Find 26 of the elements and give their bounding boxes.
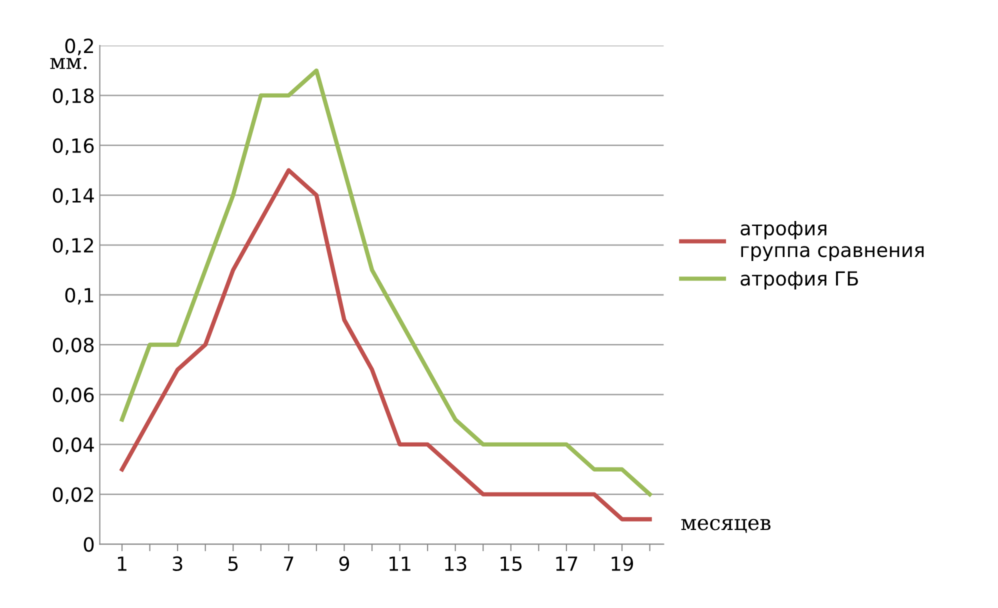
x-tick-label: 1 [118, 556, 126, 571]
y-axis-title: мм. [50, 58, 87, 70]
x-tick-label: 11 [390, 556, 410, 571]
x-tick-label: 7 [284, 556, 294, 571]
x-tick-label: 3 [172, 556, 182, 572]
x-tick-label: 13 [445, 556, 466, 572]
y-tick-label: 0,2 [65, 38, 93, 56]
x-tick-label: 5 [228, 556, 238, 572]
y-tick-label: 0,18 [52, 88, 94, 106]
y-tick-label: 0 [84, 537, 94, 552]
x-tick-label: 17 [556, 556, 578, 571]
x-tick-label: 9 [339, 556, 350, 572]
x-tick-label: 19 [612, 556, 634, 572]
line-series [120, 68, 652, 496]
line-series [120, 168, 652, 522]
y-tick-label: 0,02 [52, 487, 93, 504]
y-tick-label: 0,08 [52, 338, 94, 354]
legend-label: атрофия ГБ [740, 271, 858, 290]
y-tick-label: 0,14 [52, 188, 94, 205]
x-tick-label: 15 [500, 556, 522, 572]
y-tick-label: 0,06 [52, 388, 94, 404]
y-tick-label: 0,1 [65, 288, 94, 305]
y-tick-label: 0,16 [52, 138, 94, 155]
y-tick-label: 0,04 [52, 437, 94, 454]
x-axis-title: месяцев [681, 518, 771, 533]
y-tick-label: 0,12 [52, 238, 93, 255]
